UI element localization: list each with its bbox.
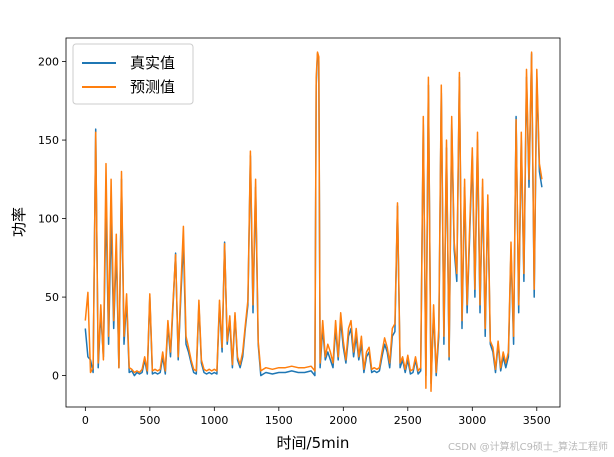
x-tick-label: 0	[82, 414, 89, 427]
x-tick-label: 3500	[523, 414, 551, 427]
x-tick-label: 1500	[265, 414, 293, 427]
legend-label-series-0: 真实值	[130, 54, 175, 72]
x-tick-label: 1000	[200, 414, 228, 427]
y-tick-label: 200	[38, 56, 59, 69]
x-axis-title: 时间/5min	[277, 434, 350, 452]
x-tick-label: 2000	[329, 414, 357, 427]
x-tick-label: 2500	[394, 414, 422, 427]
series-layer	[84, 51, 543, 393]
y-tick-label: 50	[45, 291, 59, 304]
y-tick-label: 100	[38, 213, 59, 226]
x-axis: 0 500 1000 1500 2000 2500 3000 3500	[82, 407, 551, 427]
x-tick-label: 500	[139, 414, 160, 427]
watermark: CSDN @计算机C9硕士_算法工程师	[448, 440, 608, 453]
y-axis-title: 功率	[10, 207, 28, 237]
legend-box	[72, 43, 194, 105]
y-tick-label: 150	[38, 134, 59, 147]
y-tick-label: 0	[52, 370, 59, 383]
series-line-1	[84, 51, 543, 393]
y-axis: 0 50 100 150 200	[38, 56, 66, 383]
plot-frame	[65, 37, 561, 408]
legend-label-series-1: 预测值	[130, 78, 175, 96]
legend: 真实值 预测值	[72, 43, 194, 105]
x-tick-label: 3000	[458, 414, 486, 427]
